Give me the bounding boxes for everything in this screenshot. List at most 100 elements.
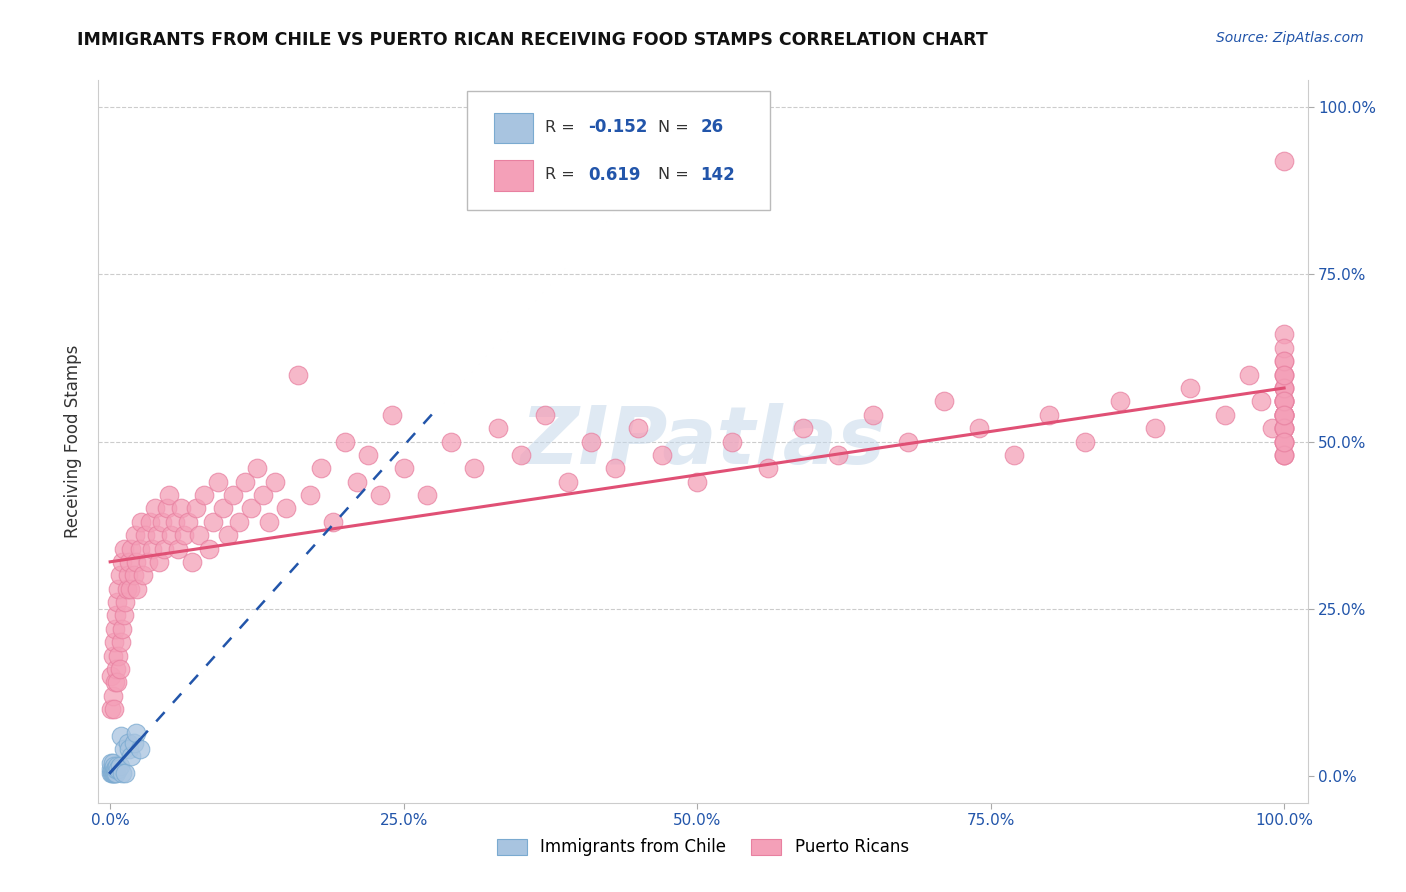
Point [105,765,128,780]
Point [104,765,127,780]
Text: N =: N = [658,120,695,135]
Point [1272,434,1295,449]
Bar [494,161,533,191]
Text: R =: R = [544,120,579,135]
Point [721,434,744,449]
Point [118,555,141,569]
Point [1272,341,1295,355]
Point [1180,381,1202,395]
Point [439,434,461,449]
Point [1272,408,1295,422]
Text: N =: N = [658,168,695,183]
Point [233,475,256,489]
Point [263,475,285,489]
Point [1038,408,1060,422]
Point [100,669,122,683]
Point [100,756,122,770]
Point [1108,394,1130,409]
Point [167,541,190,556]
Point [1272,394,1295,409]
Point [207,475,229,489]
Point [101,756,124,770]
Point [1272,394,1295,409]
Point [557,475,579,489]
Point [197,541,219,556]
Point [1272,381,1295,395]
Point [416,488,439,502]
Point [381,408,404,422]
Point [120,749,142,764]
Point [1272,394,1295,409]
Point [122,568,145,582]
Point [1002,448,1025,462]
Point [139,515,162,529]
Point [111,622,134,636]
Point [150,515,173,529]
Point [1073,434,1095,449]
Point [1272,421,1295,435]
Bar [494,112,533,143]
Point [129,515,152,529]
Point [105,595,128,609]
Point [153,541,176,556]
Point [1272,434,1295,449]
Point [1272,408,1295,422]
Point [1272,381,1295,395]
Point [112,608,135,623]
Point [1272,368,1295,382]
Point [128,742,150,756]
Point [1272,408,1295,422]
Point [143,501,166,516]
Point [212,501,235,516]
Point [603,461,626,475]
Point [276,501,298,516]
Point [163,515,186,529]
Point [322,515,344,529]
Point [1272,408,1295,422]
Point [100,762,122,776]
Point [110,729,132,743]
Point [118,742,141,756]
Point [357,448,380,462]
Point [1272,354,1295,368]
Point [1272,421,1295,435]
Point [651,448,673,462]
Point [114,595,136,609]
Point [463,461,485,475]
Point [510,448,533,462]
Point [136,555,159,569]
Point [967,421,990,435]
Text: IMMIGRANTS FROM CHILE VS PUERTO RICAN RECEIVING FOOD STAMPS CORRELATION CHART: IMMIGRANTS FROM CHILE VS PUERTO RICAN RE… [77,31,988,49]
Point [368,488,391,502]
Point [112,742,135,756]
Point [1272,448,1295,462]
Point [533,408,555,422]
Point [792,421,814,435]
Point [105,662,128,676]
Point [155,501,177,516]
Point [827,448,849,462]
Point [100,765,122,780]
Point [120,541,142,556]
Text: Source: ZipAtlas.com: Source: ZipAtlas.com [1216,31,1364,45]
Point [188,528,211,542]
Point [101,762,124,776]
Point [1272,408,1295,422]
Point [101,648,124,663]
Point [311,461,333,475]
Point [112,541,135,556]
Point [103,765,125,780]
Point [117,568,139,582]
Point [103,702,125,716]
Point [120,582,142,596]
Text: R =: R = [544,168,579,183]
Point [1261,421,1284,435]
Point [104,762,127,776]
Point [1272,448,1295,462]
Point [108,568,131,582]
Point [105,675,128,690]
Point [1272,327,1295,342]
Point [107,648,129,663]
Point [346,475,368,489]
Point [627,421,650,435]
